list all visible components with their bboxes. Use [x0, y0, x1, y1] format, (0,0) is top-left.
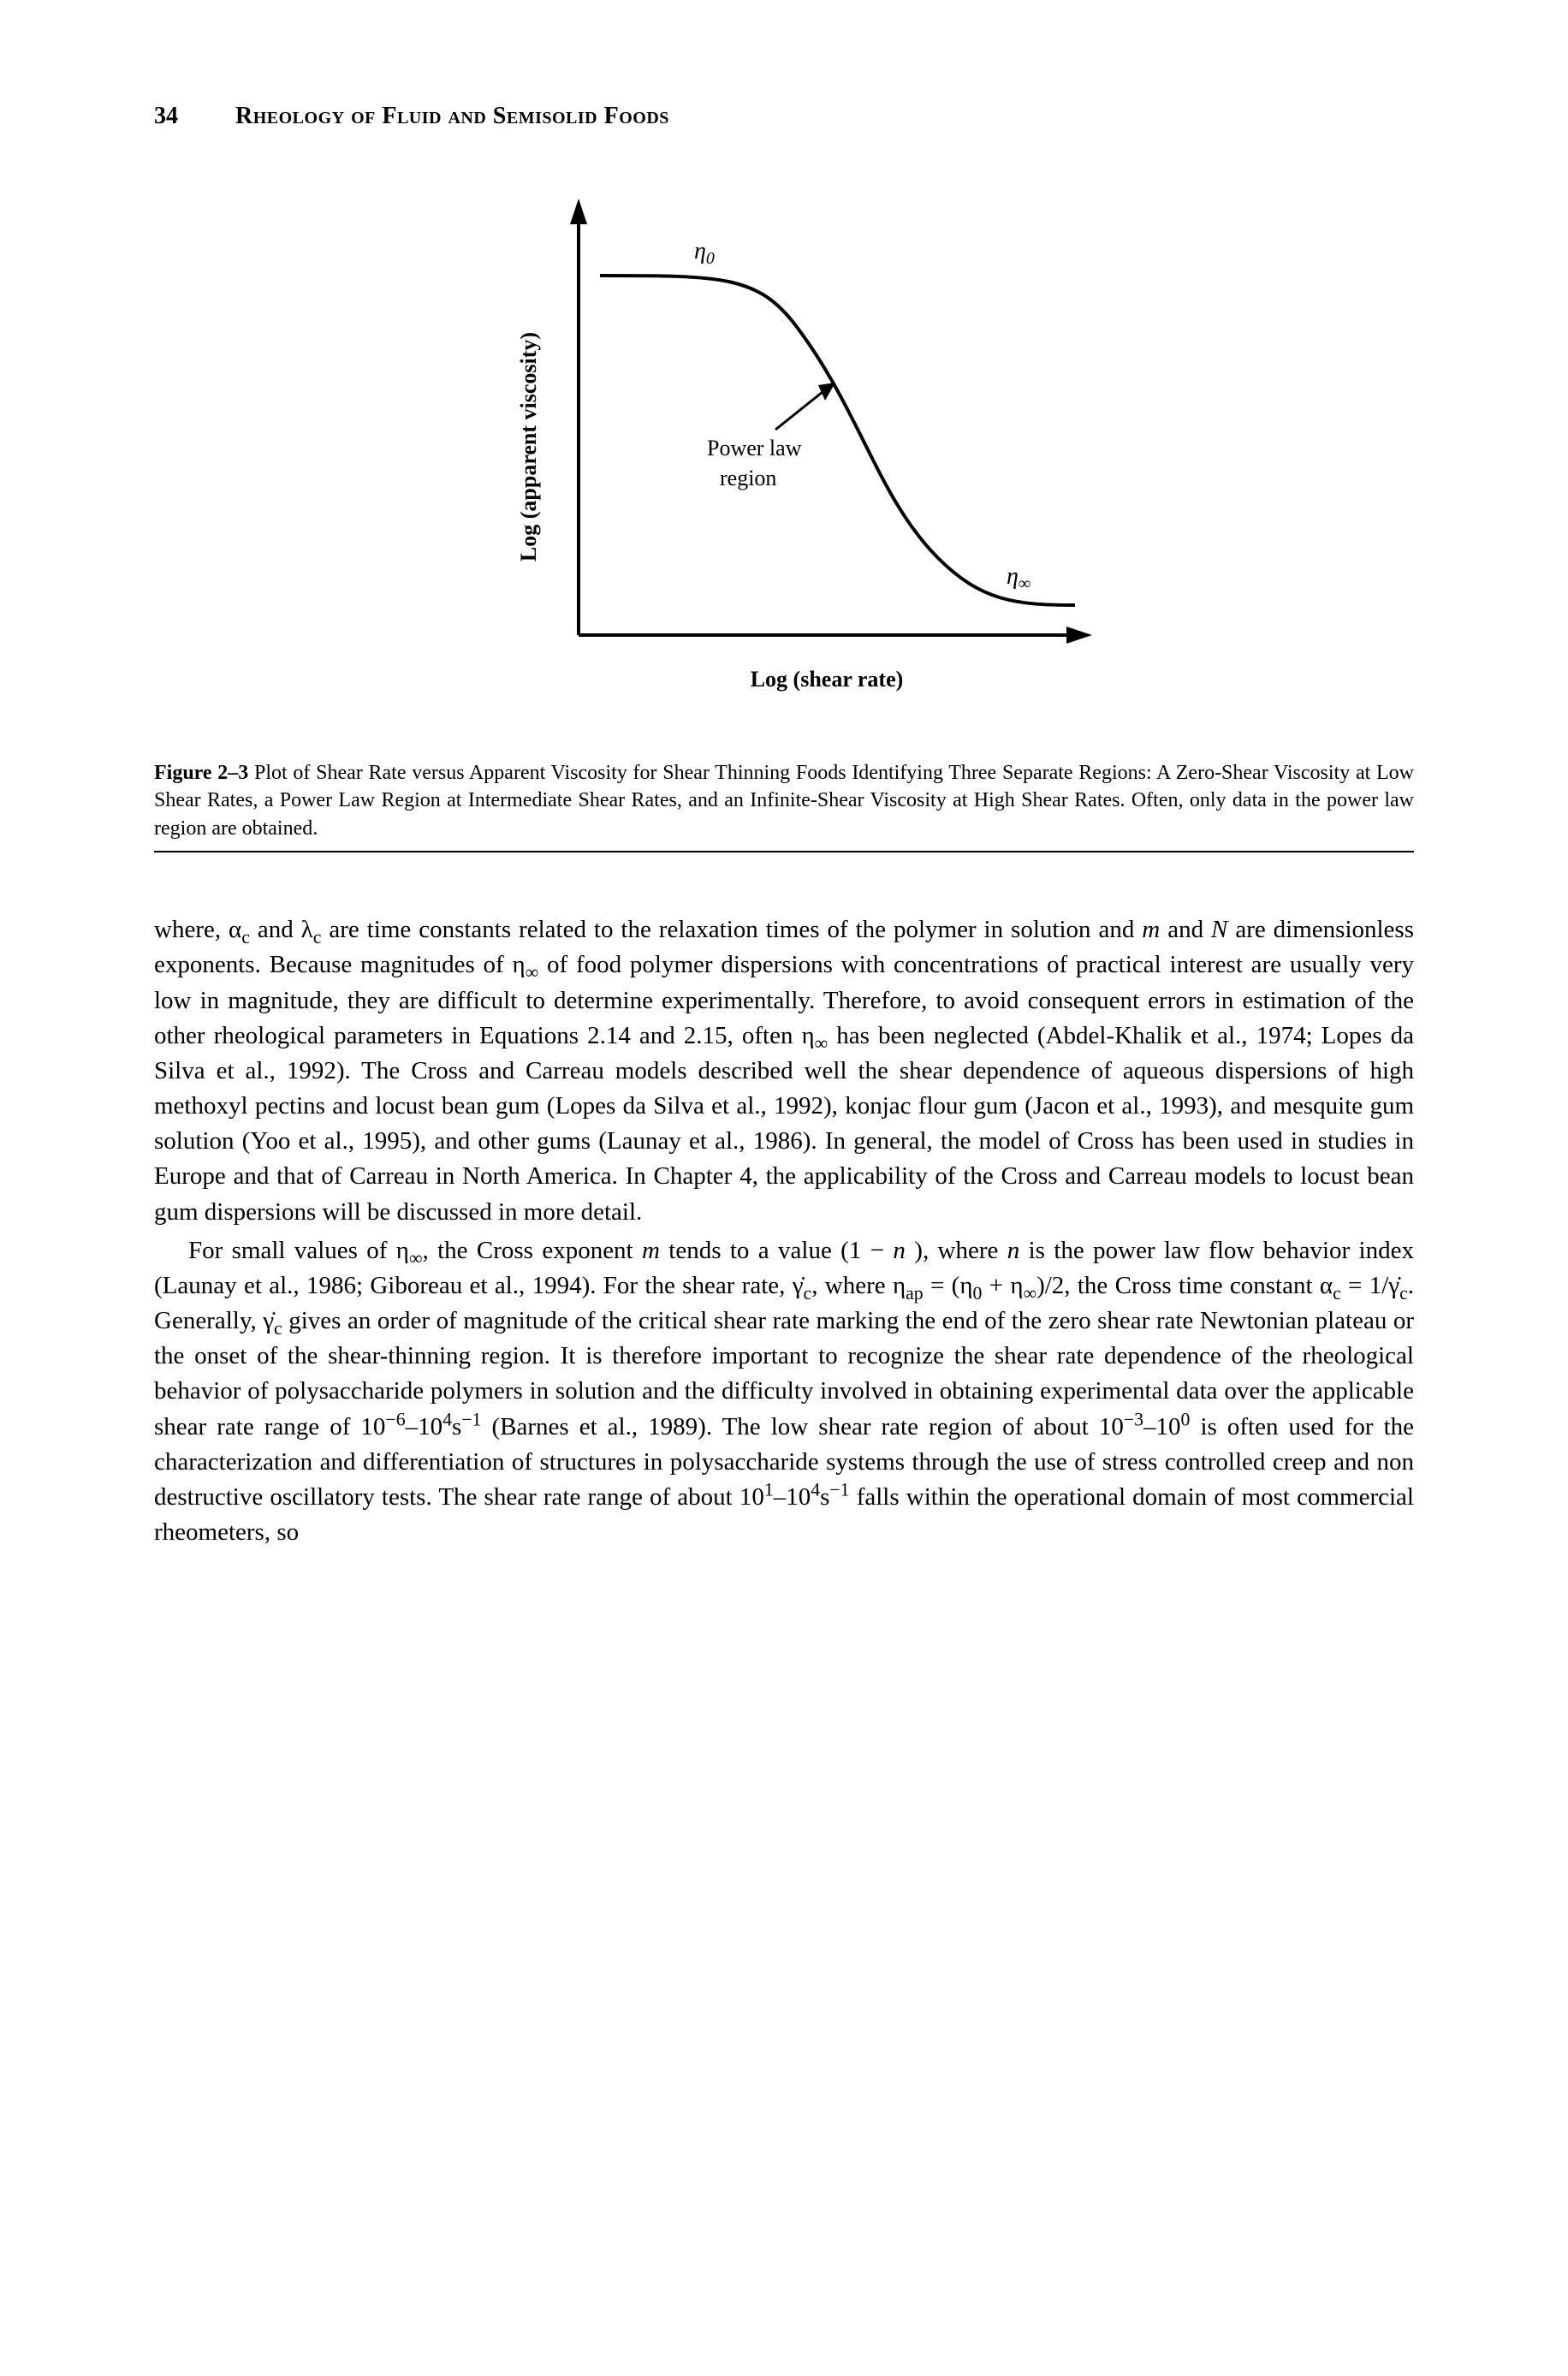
paragraph-2: For small values of η∞, the Cross expone… [154, 1233, 1414, 1551]
annotation-arrow-line [775, 389, 827, 430]
y-axis-label: Log (apparent viscosity) [516, 332, 541, 561]
horizontal-rule [154, 851, 1414, 852]
figure-caption-text: Plot of Shear Rate versus Apparent Visco… [154, 762, 1414, 840]
paragraph-1: where, αc and λc are time constants rela… [154, 912, 1414, 1230]
page: 34 Rheology of Fluid and Semisolid Foods [0, 0, 1568, 1656]
viscosity-curve [600, 276, 1075, 605]
body-text: where, αc and λc are time constants rela… [154, 912, 1414, 1550]
power-law-label-line2: region [720, 466, 776, 490]
page-number: 34 [154, 103, 178, 130]
eta-infinity-label: η∞ [1007, 563, 1030, 593]
page-header: 34 Rheology of Fluid and Semisolid Foods [154, 103, 1414, 130]
eta-zero-label: η0 [694, 238, 715, 268]
annotation-arrowhead [818, 383, 835, 401]
x-axis-label: Log (shear rate) [751, 667, 904, 692]
running-title: Rheology of Fluid and Semisolid Foods [235, 103, 669, 129]
power-law-label-line1: Power law [707, 436, 802, 460]
figure-container: η0 η∞ Power law region Log (apparent vis… [154, 190, 1414, 725]
figure-label: Figure 2–3 [154, 762, 248, 784]
figure-2-3: η0 η∞ Power law region Log (apparent vis… [459, 190, 1109, 725]
figure-caption: Figure 2–3 Plot of Shear Rate versus App… [154, 759, 1414, 842]
y-axis-arrowhead [570, 199, 587, 224]
x-axis-arrowhead [1066, 627, 1092, 644]
viscosity-curve-svg: η0 η∞ Power law region Log (apparent vis… [459, 190, 1109, 721]
